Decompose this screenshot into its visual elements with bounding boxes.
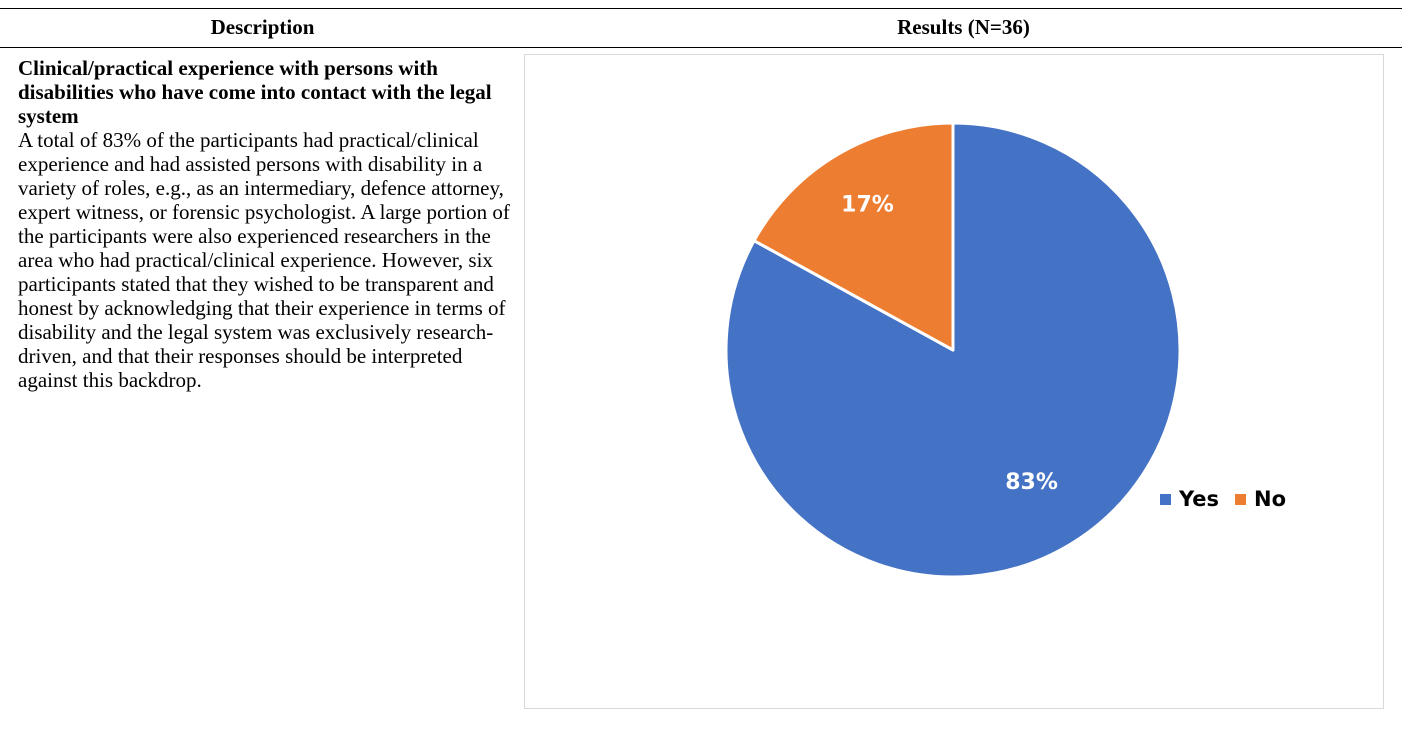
data-label-yes: 83% xyxy=(1005,470,1058,495)
data-label-no: 17% xyxy=(841,192,894,217)
column-header-description: Description xyxy=(210,15,315,39)
description-cell: Clinical/practical experience with perso… xyxy=(18,56,514,392)
pie-data-labels: 83% 17% xyxy=(841,192,1058,494)
legend-swatch-no xyxy=(1235,493,1247,505)
column-header-results: Results (N=36) xyxy=(897,15,1030,39)
description-body: A total of 83% of the participants had p… xyxy=(18,128,510,392)
table-top-rule xyxy=(0,8,1402,9)
chart-area: 83% 17% xyxy=(524,54,1384,709)
legend-swatch-yes xyxy=(1160,493,1171,505)
table-header-rule xyxy=(0,47,1402,48)
legend-label-yes: Yes xyxy=(1179,487,1220,511)
legend-item-yes: Yes xyxy=(1160,487,1219,511)
legend-item-no: No xyxy=(1235,487,1286,511)
legend-label-no: No xyxy=(1254,487,1287,511)
description-heading: Clinical/practical experience with perso… xyxy=(18,56,492,128)
pie-slice-no xyxy=(752,121,955,352)
pie-slices xyxy=(724,121,1182,579)
chart-legend: Yes No xyxy=(1160,487,1302,511)
pie-chart: 83% 17% xyxy=(724,121,1182,579)
